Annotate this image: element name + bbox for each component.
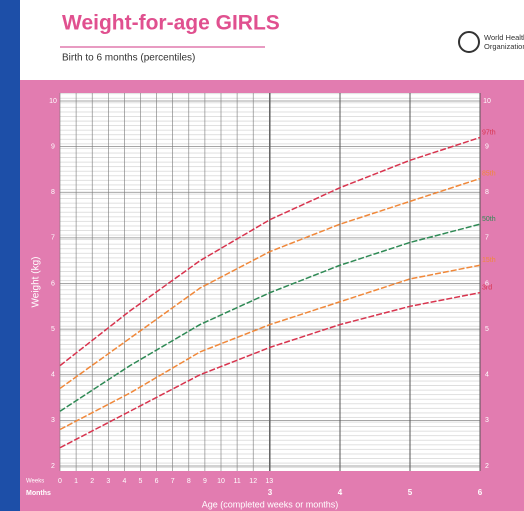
y-tick-label: 9: [485, 143, 489, 150]
header: [20, 0, 524, 80]
percentile-line: [59, 223, 481, 412]
x-tick-label: 9: [203, 478, 207, 485]
series-label: 85th: [482, 170, 496, 177]
percentile-line: [59, 291, 481, 449]
x-tick-label: 8: [187, 478, 191, 485]
x-tick-label: 2: [90, 478, 94, 485]
y-axis-label: Weight (kg): [31, 257, 42, 308]
y-tick-label: 10: [483, 98, 491, 105]
y-tick-label: 7: [485, 235, 489, 242]
chart-subtitle: Birth to 6 months (percentiles): [62, 53, 195, 64]
series-label: 50th: [482, 216, 496, 223]
x-tick-label: 6: [478, 488, 483, 497]
x-row-label: Weeks: [26, 479, 44, 485]
x-tick-label: 7: [171, 478, 175, 485]
x-tick-label: 10: [217, 478, 225, 485]
x-tick-label: 6: [155, 478, 159, 485]
y-tick-label: 6: [485, 280, 489, 287]
x-tick-label: 0: [58, 478, 62, 485]
x-tick-label: 5: [139, 478, 143, 485]
y-tick-label: 4: [485, 372, 489, 379]
y-tick-label: 9: [51, 143, 55, 150]
x-tick-label: 12: [249, 478, 257, 485]
chart-title: Weight-for-age GIRLS: [62, 12, 280, 35]
x-row-label: Months: [26, 490, 51, 497]
y-tick-label: 10: [49, 98, 57, 105]
series-label: 15th: [482, 257, 496, 264]
x-tick-label: 11: [233, 478, 240, 485]
logo-text: World Health: [484, 33, 524, 42]
x-axis-label: Age (completed weeks or months): [202, 499, 339, 509]
x-tick-label: 13: [265, 478, 273, 485]
logo-text: Organization: [484, 42, 524, 51]
x-tick-label: 4: [122, 478, 126, 485]
x-tick-label: 1: [74, 478, 78, 485]
series-label: 3rd: [482, 284, 492, 291]
y-tick-label: 8: [51, 189, 55, 196]
x-tick-label: 4: [338, 488, 343, 497]
x-tick-label: 5: [408, 488, 413, 497]
x-tick-label: 3: [106, 478, 110, 485]
y-tick-label: 5: [485, 326, 489, 333]
series-label: 97th: [482, 129, 496, 136]
who-logo: [458, 31, 480, 53]
y-tick-label: 5: [51, 326, 55, 333]
percentile-line: [59, 177, 481, 390]
y-tick-label: 4: [51, 372, 55, 379]
y-tick-label: 2: [485, 463, 489, 470]
x-tick-label: 3: [268, 488, 273, 497]
percentile-line: [59, 264, 481, 431]
y-tick-label: 3: [51, 417, 55, 424]
y-tick-label: 2: [51, 463, 55, 470]
percentile-line: [59, 136, 481, 367]
y-tick-label: 8: [485, 189, 489, 196]
y-tick-label: 7: [51, 235, 55, 242]
y-tick-label: 3: [485, 417, 489, 424]
y-tick-label: 6: [51, 280, 55, 287]
